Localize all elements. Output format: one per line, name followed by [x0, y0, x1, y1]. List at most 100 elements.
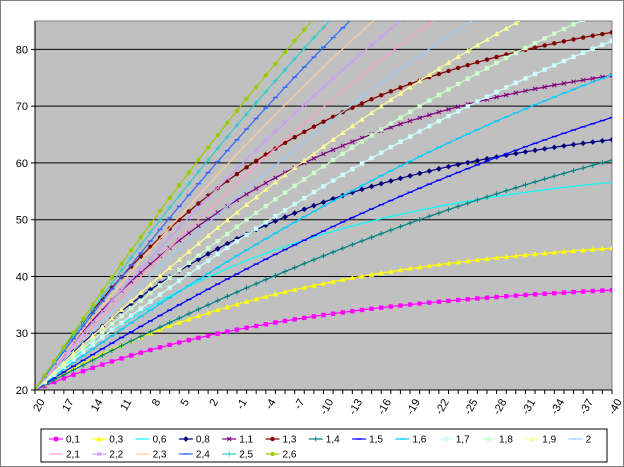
data-point	[301, 45, 307, 51]
data-point	[148, 256, 153, 261]
data-point	[330, 178, 336, 183]
data-point	[552, 63, 557, 68]
data-point	[147, 230, 153, 236]
legend-item: 1,6	[395, 435, 427, 446]
data-point	[302, 315, 307, 321]
data-point	[330, 249, 336, 255]
data-point	[263, 293, 269, 299]
data-point	[397, 175, 404, 182]
series-1-4	[35, 157, 612, 390]
data-point	[599, 160, 605, 166]
data-point	[205, 246, 211, 251]
legend-item: 2,2	[92, 450, 124, 461]
data-point	[80, 316, 86, 321]
data-point	[494, 60, 499, 66]
data-point	[282, 269, 288, 275]
data-point	[282, 214, 288, 220]
data-point	[282, 67, 288, 73]
data-point	[119, 343, 125, 349]
data-point	[243, 201, 250, 207]
data-point	[311, 35, 317, 41]
data-point	[176, 256, 183, 262]
legend-item: 2,5	[222, 450, 254, 461]
data-point	[378, 103, 384, 109]
data-point	[542, 67, 547, 72]
data-point	[571, 79, 576, 85]
data-point	[51, 368, 58, 374]
data-point	[571, 22, 576, 27]
data-point	[118, 306, 125, 312]
data-point	[186, 181, 192, 187]
data-point	[484, 57, 490, 62]
data-point	[359, 101, 365, 106]
data-point	[215, 298, 221, 304]
data-point	[253, 296, 259, 302]
data-point	[331, 15, 336, 20]
data-point	[427, 98, 432, 103]
x-tick-label: -13	[347, 397, 365, 417]
data-point	[71, 357, 76, 362]
data-point	[398, 115, 403, 120]
legend-label: 1,5	[369, 435, 383, 446]
data-point	[109, 359, 115, 364]
data-point	[504, 294, 509, 299]
legend-label: 2,3	[153, 450, 167, 461]
data-point	[455, 104, 461, 110]
data-point	[455, 81, 461, 87]
data-point	[119, 320, 124, 325]
data-point	[109, 275, 115, 280]
data-point	[532, 71, 538, 77]
legend-label: 1,4	[326, 435, 340, 446]
data-point	[590, 288, 595, 294]
data-point	[273, 214, 278, 219]
series-2-1	[35, 21, 434, 390]
data-point	[320, 280, 327, 286]
series-2-2	[35, 21, 403, 390]
data-point	[244, 156, 249, 162]
data-point	[350, 308, 355, 314]
data-point	[302, 129, 307, 135]
data-point	[455, 297, 461, 303]
data-point	[359, 116, 365, 122]
data-point	[253, 194, 259, 200]
legend-marker	[529, 436, 536, 442]
data-point	[177, 278, 182, 284]
data-point	[273, 129, 278, 134]
data-point	[321, 151, 326, 157]
x-tick-label: -25	[462, 397, 480, 417]
data-point	[215, 145, 221, 151]
data-point	[244, 165, 249, 170]
data-point	[234, 209, 240, 215]
x-tick-label: -34	[549, 397, 567, 417]
data-point	[166, 323, 173, 329]
legend-label: 0,3	[109, 435, 123, 446]
data-point	[196, 335, 201, 341]
data-point	[205, 145, 211, 150]
legend: 0,1 0,3 0,6 0,8 1,1 1,3 1,4 1,5 1,6 1,7 1,8 1,9 2 2,1…	[49, 435, 592, 461]
legend-item: 1,1	[222, 435, 254, 446]
x-tick-label: -1	[235, 397, 250, 411]
data-point	[474, 157, 481, 164]
series-line	[35, 181, 612, 390]
data-point	[493, 31, 500, 37]
data-point	[369, 155, 374, 161]
data-point	[272, 218, 279, 224]
data-point	[80, 346, 86, 351]
data-point	[609, 38, 612, 44]
data-point	[359, 50, 365, 56]
data-point	[388, 26, 394, 32]
data-point	[359, 273, 365, 279]
data-point	[551, 173, 557, 179]
data-point	[609, 136, 612, 143]
data-point	[301, 261, 307, 267]
data-point	[100, 288, 105, 294]
data-point	[234, 166, 240, 172]
data-point	[417, 301, 422, 306]
data-point	[244, 232, 249, 238]
data-point	[177, 268, 182, 273]
data-point	[109, 321, 115, 327]
data-point	[109, 280, 115, 286]
data-point	[522, 149, 529, 155]
data-point	[330, 76, 336, 81]
data-point	[215, 185, 221, 191]
